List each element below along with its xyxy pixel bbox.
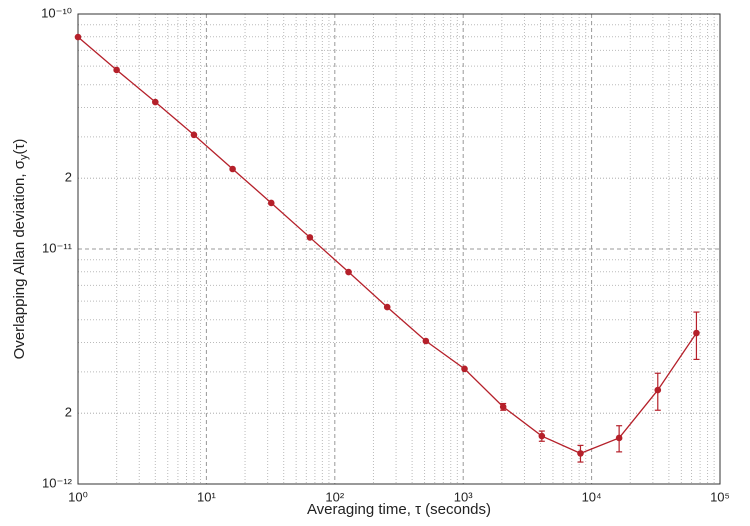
- x-tick-label: 10¹: [197, 489, 216, 504]
- data-point: [654, 386, 662, 394]
- data-point: [229, 165, 236, 173]
- data-point: [113, 66, 120, 74]
- y-tick-label: 10⁻¹²: [42, 475, 73, 490]
- data-point: [461, 365, 468, 373]
- x-tick-label: 10²: [325, 489, 344, 504]
- data-point: [422, 337, 430, 345]
- series-line: [77, 36, 697, 455]
- x-tick-label: 10³: [454, 489, 473, 504]
- data-point: [152, 98, 159, 106]
- plot-frame: [77, 13, 721, 485]
- y-label-text: Overlapping Allan deviation, σ: [11, 159, 28, 359]
- data-point: [383, 303, 391, 311]
- data-point: [345, 268, 352, 276]
- y-tick-label: 10⁻¹⁰: [41, 5, 72, 20]
- y-tick-label: 10⁻¹¹: [42, 240, 73, 255]
- x-tick-label: 10⁰: [68, 489, 88, 504]
- x-axis-label: Averaging time, τ (seconds): [307, 501, 491, 518]
- data-point: [190, 131, 198, 139]
- data-point: [499, 403, 507, 411]
- x-tick-label: 10⁴: [582, 489, 602, 504]
- data-point: [74, 33, 82, 41]
- y-axis-label: Overlapping Allan deviation, σy(τ): [11, 139, 30, 360]
- y-label-sub: y: [18, 154, 30, 160]
- data-point: [538, 432, 546, 440]
- data-point: [306, 234, 314, 241]
- y-label-after: (τ): [11, 139, 28, 155]
- data-point: [577, 450, 584, 457]
- x-tick-label: 10⁵: [710, 489, 730, 504]
- y-tick-label: 2: [65, 170, 72, 185]
- data-point: [615, 434, 623, 442]
- y-tick-label: 2: [65, 405, 72, 420]
- data-point: [267, 199, 275, 207]
- data-point: [693, 329, 700, 337]
